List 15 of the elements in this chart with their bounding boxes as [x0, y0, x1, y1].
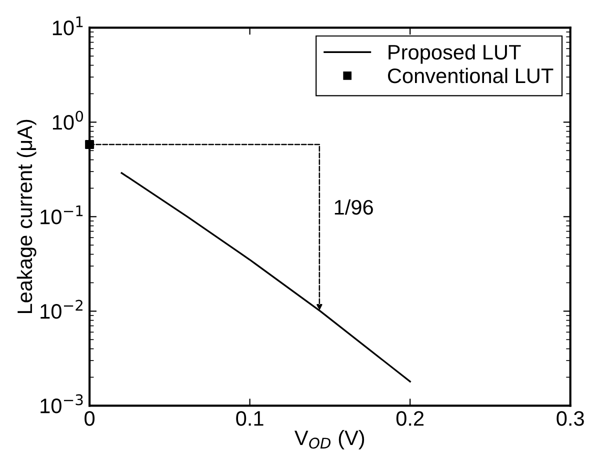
x-tick-label: 0.1 — [236, 411, 264, 426]
annotation: 1/96 — [334, 199, 373, 215]
y-tick-label: 10$^{−1}$ — [40, 205, 83, 224]
y-tick-label: 10$^{1}$ — [52, 16, 83, 36]
x-tick-label: 0.3 — [556, 411, 584, 426]
y-tick-label: 10$^{0}$ — [52, 110, 84, 130]
legend-label: Proposed LUT — [388, 44, 521, 64]
y-tick-label: 10$^{−3}$ — [40, 394, 83, 414]
y-tick-label: 10$^{−2}$ — [40, 300, 82, 319]
line-series — [120, 172, 411, 382]
x-tick-label: 0 — [84, 411, 95, 426]
y-axis-title: Leakage current (μA) — [16, 120, 36, 314]
x-axis-title: V$_{OD}$ (V) — [294, 430, 364, 450]
x-tick-label: 0.2 — [396, 411, 424, 426]
legend-label: Conventional LUT — [388, 68, 554, 84]
